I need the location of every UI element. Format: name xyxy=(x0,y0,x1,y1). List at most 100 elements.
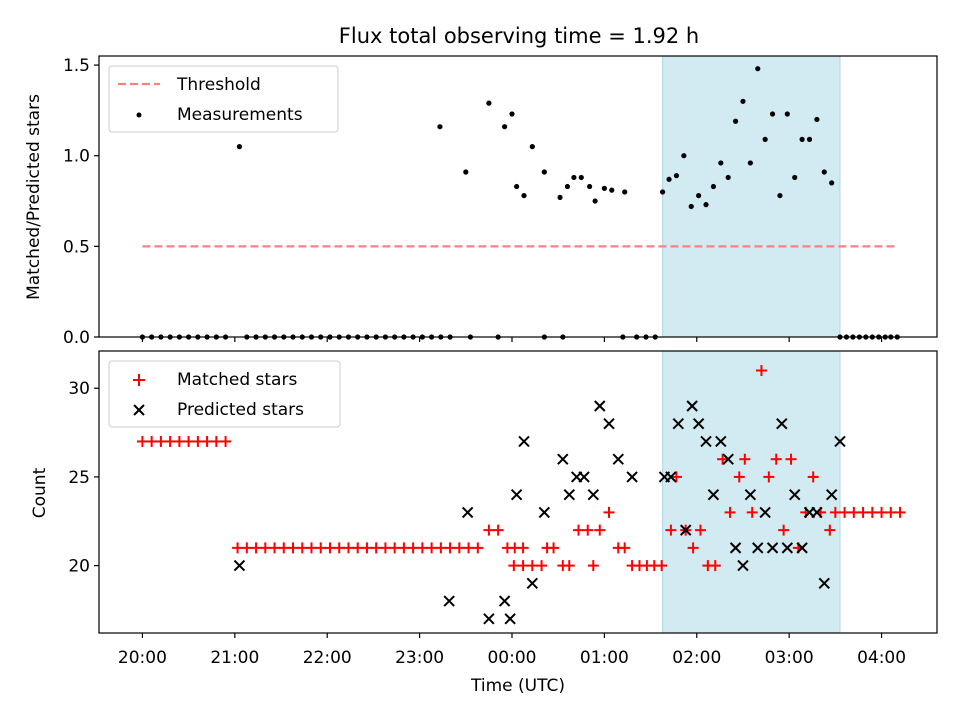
measurement-point xyxy=(463,169,469,175)
measurement-point xyxy=(578,174,584,181)
bottom-ytick-label: 20 xyxy=(68,557,90,577)
matched-star-point xyxy=(210,435,222,447)
matched-star-point xyxy=(724,506,736,518)
matched-star-point xyxy=(763,471,775,483)
measurement-point xyxy=(806,136,813,142)
measurement-point xyxy=(521,192,527,199)
predicted-star-point xyxy=(578,471,590,483)
measurement-point xyxy=(514,183,520,190)
predicted-star-point xyxy=(498,595,511,607)
predicted-star-point xyxy=(443,595,455,607)
matched-star-point xyxy=(770,453,782,465)
matched-star-point xyxy=(278,542,290,554)
top-ylabel: Matched/Predicted stars xyxy=(24,94,44,300)
legend-matched-label: Matched stars xyxy=(177,370,297,390)
predicted-star-point xyxy=(587,488,600,501)
measurement-point xyxy=(762,136,768,142)
predicted-star-point xyxy=(818,577,830,590)
measurement-point xyxy=(688,203,694,210)
predicted-star-point xyxy=(744,488,757,501)
predicted-star-point xyxy=(626,471,638,483)
matched-star-point xyxy=(739,453,751,465)
matched-star-point xyxy=(361,542,373,554)
top-axes-frame xyxy=(98,55,938,338)
measurement-point xyxy=(437,124,443,130)
top-panel: 0.0 0.5 1.0 1.5 xyxy=(63,55,938,348)
predicted-star-point xyxy=(796,542,808,554)
measurement-point xyxy=(557,194,563,201)
measurement-point xyxy=(622,189,628,195)
matched-star-point xyxy=(269,542,281,554)
matched-star-point xyxy=(370,542,382,554)
predicted-star-point xyxy=(729,542,742,554)
predicted-star-point xyxy=(504,613,516,625)
predicted-star-point xyxy=(766,542,779,554)
measurement-point xyxy=(769,111,776,117)
bottom-xtick-label: 01:00 xyxy=(580,648,629,668)
matched-star-point xyxy=(296,542,308,554)
matched-star-point xyxy=(483,524,495,536)
matched-star-point xyxy=(687,542,699,554)
predicted-star-point xyxy=(776,418,788,430)
legend-bottom: Matched stars Predicted stars xyxy=(108,360,341,428)
predicted-star-point xyxy=(759,506,771,519)
measurement-point xyxy=(509,111,515,117)
matched-star-point xyxy=(183,435,195,447)
matched-star-point xyxy=(894,506,906,518)
predicted-star-point xyxy=(737,559,749,572)
measurement-point xyxy=(814,116,820,123)
predicted-star-point xyxy=(461,506,474,519)
matched-star-point xyxy=(563,560,575,572)
matched-star-point xyxy=(192,435,204,447)
measurement-point xyxy=(541,169,547,175)
predicted-star-point xyxy=(233,559,246,572)
bottom-series-matched-stars xyxy=(136,365,906,572)
matched-star-point xyxy=(472,542,484,554)
measurement-point xyxy=(703,202,709,208)
measurement-point xyxy=(777,192,783,199)
matched-star-point xyxy=(508,560,520,572)
matched-star-point xyxy=(876,506,888,518)
matched-star-point xyxy=(315,542,327,554)
matched-star-point xyxy=(619,542,631,554)
matched-star-point xyxy=(587,560,599,572)
predicted-star-point xyxy=(825,488,838,501)
matched-star-point xyxy=(536,560,548,572)
measurement-point xyxy=(592,198,598,204)
predicted-star-point xyxy=(752,542,764,554)
matched-star-point xyxy=(656,560,668,572)
measurement-point xyxy=(710,183,717,190)
matched-star-point xyxy=(829,506,841,518)
matched-star-point xyxy=(389,542,401,554)
bottom-xtick-label: 23:00 xyxy=(395,648,444,668)
matched-star-point xyxy=(594,524,606,536)
matched-star-point xyxy=(379,542,391,554)
measurement-point xyxy=(821,169,827,175)
matched-star-point xyxy=(306,542,318,554)
predicted-star-point xyxy=(612,453,624,465)
bottom-series-predicted-stars xyxy=(233,400,846,625)
measurement-point xyxy=(784,111,790,117)
predicted-star-point xyxy=(672,418,685,430)
measurement-point xyxy=(666,176,672,182)
predicted-star-point xyxy=(563,488,575,501)
matched-star-point xyxy=(717,453,729,465)
legend-measurements-label: Measurements xyxy=(177,105,303,125)
matched-star-point xyxy=(463,542,475,554)
bottom-xtick-label: 21:00 xyxy=(210,648,259,668)
predicted-star-point xyxy=(594,400,606,412)
measurement-point xyxy=(659,189,666,195)
matched-star-point xyxy=(733,471,745,483)
matched-star-point xyxy=(250,542,262,554)
matched-star-point xyxy=(426,542,438,554)
top-highlight-span xyxy=(662,55,841,338)
measurement-point xyxy=(799,136,805,142)
measurement-point xyxy=(673,173,680,179)
measurement-point xyxy=(502,124,508,130)
matched-star-point xyxy=(352,542,364,554)
matched-star-point xyxy=(885,506,897,518)
bottom-ylabel: Count xyxy=(30,467,50,518)
measurement-point xyxy=(696,192,702,199)
matched-star-point xyxy=(324,542,336,554)
predicted-star-point xyxy=(715,435,727,448)
